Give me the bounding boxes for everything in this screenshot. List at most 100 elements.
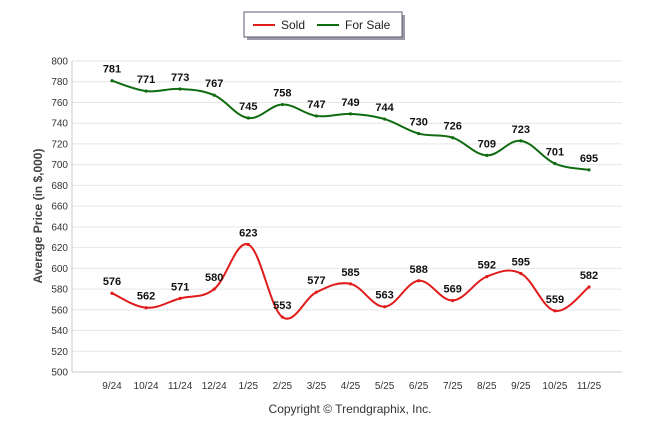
x-tick-9/25: 9/25 (511, 381, 531, 392)
point-for-sale-0 (110, 79, 114, 83)
point-sold-8 (382, 305, 387, 309)
data-label-sold-3: 580 (205, 272, 223, 284)
point-for-sale-14 (587, 168, 591, 172)
point-sold-0 (110, 291, 114, 295)
x-tick-4/25: 4/25 (341, 381, 361, 392)
x-tick-3/25: 3/25 (307, 381, 327, 392)
data-label-for-sale-10: 726 (444, 121, 462, 133)
data-label-for-sale-13: 701 (546, 147, 564, 159)
data-label-for-sale-11: 709 (478, 138, 496, 150)
point-for-sale-9 (417, 131, 421, 136)
data-label-sold-9: 588 (409, 264, 427, 276)
legend: Sold For Sale (243, 11, 405, 40)
data-label-sold-11: 592 (478, 260, 496, 272)
x-tick-11/24: 11/24 (168, 381, 193, 392)
data-label-sold-4: 623 (239, 227, 257, 239)
y-tick-760: 760 (51, 98, 68, 109)
point-sold-7 (348, 282, 353, 286)
data-label-for-sale-12: 723 (512, 124, 530, 136)
data-label-sold-13: 559 (546, 294, 564, 306)
x-tick-5/25: 5/25 (375, 381, 395, 392)
y-tick-680: 680 (51, 181, 68, 192)
x-tick-7/25: 7/25 (443, 381, 463, 392)
point-for-sale-1 (144, 89, 148, 93)
x-axis-ticks: 9/24 10/24 11/24 12/24 1/25 2/25 3/25 4/25 5/25 6… (102, 381, 601, 392)
point-for-sale-3 (212, 93, 216, 97)
point-sold-3 (212, 287, 216, 291)
y-tick-660: 660 (51, 202, 68, 213)
point-for-sale-8 (382, 117, 387, 121)
data-label-for-sale-3: 767 (205, 78, 223, 90)
data-label-for-sale-2: 773 (171, 72, 189, 84)
y-tick-720: 720 (51, 139, 68, 150)
data-label-sold-8: 563 (375, 290, 393, 302)
y-tick-780: 780 (51, 77, 68, 88)
data-label-sold-1: 562 (137, 291, 155, 303)
y-tick-500: 500 (51, 368, 68, 379)
y-tick-580: 580 (51, 285, 68, 296)
point-sold-13 (553, 309, 557, 313)
data-label-for-sale-1: 771 (137, 74, 155, 86)
data-label-sold-14: 582 (580, 270, 598, 282)
data-label-sold-10: 569 (444, 283, 462, 295)
series-layer (110, 79, 591, 320)
data-label-for-sale-7: 749 (341, 97, 359, 109)
point-for-sale-7 (348, 112, 353, 116)
point-sold-2 (178, 296, 182, 300)
point-for-sale-2 (178, 87, 182, 91)
y-axis-ticks: 500 520 540 560 580 600 620 640 660 680 700 720 740 7… (51, 57, 68, 379)
x-tick-1/25: 1/25 (239, 381, 259, 392)
point-sold-4 (246, 242, 250, 247)
y-axis-label: Average Price (in $,000) (31, 149, 45, 284)
point-sold-12 (519, 271, 523, 276)
y-tick-560: 560 (51, 305, 68, 316)
data-label-sold-5: 553 (273, 300, 291, 312)
series-line-sold (111, 243, 590, 320)
x-tick-10/24: 10/24 (134, 381, 159, 392)
y-tick-640: 640 (51, 222, 68, 233)
data-label-for-sale-9: 730 (409, 117, 427, 129)
y-tick-700: 700 (51, 160, 68, 171)
data-label-for-sale-14: 695 (580, 153, 598, 165)
point-sold-14 (587, 285, 591, 289)
data-labels: 576 562 571 580 623 553 577 585 563 588 569 592 595 5… (103, 64, 598, 312)
point-sold-1 (144, 306, 148, 310)
point-for-sale-11 (485, 153, 489, 157)
x-tick-11/25: 11/25 (577, 381, 602, 392)
point-sold-9 (417, 279, 421, 283)
x-tick-8/25: 8/25 (477, 381, 497, 392)
copyright-footer: Copyright © Trendgraphix, Inc. (269, 402, 432, 416)
y-tick-520: 520 (51, 347, 68, 358)
y-tick-740: 740 (51, 119, 68, 130)
legend-sold-label: Sold (281, 18, 305, 32)
y-tick-600: 600 (51, 264, 68, 275)
point-for-sale-6 (314, 114, 319, 118)
x-tick-10/25: 10/25 (542, 381, 567, 392)
data-label-for-sale-5: 758 (273, 88, 291, 100)
x-tick-12/24: 12/24 (202, 381, 227, 392)
y-tick-800: 800 (51, 57, 68, 68)
data-label-sold-12: 595 (512, 257, 530, 269)
y-tick-540: 540 (51, 326, 68, 337)
legend-forsale-label: For Sale (345, 18, 391, 32)
point-sold-11 (485, 275, 489, 279)
data-label-sold-2: 571 (171, 281, 189, 293)
point-sold-6 (314, 290, 319, 294)
data-label-sold-7: 585 (341, 267, 359, 279)
x-tick-9/24: 9/24 (102, 381, 122, 392)
data-label-sold-0: 576 (103, 276, 121, 288)
x-tick-2/25: 2/25 (273, 381, 293, 392)
point-for-sale-13 (553, 162, 557, 166)
data-label-for-sale-8: 744 (375, 102, 394, 114)
point-for-sale-12 (519, 139, 523, 143)
data-label-for-sale-0: 781 (103, 64, 121, 76)
point-sold-10 (451, 298, 455, 303)
point-for-sale-10 (451, 136, 455, 140)
grid-layer (71, 60, 622, 373)
point-for-sale-4 (246, 116, 250, 120)
x-tick-6/25: 6/25 (409, 381, 429, 392)
point-sold-5 (280, 315, 284, 319)
data-label-for-sale-4: 745 (239, 101, 257, 113)
